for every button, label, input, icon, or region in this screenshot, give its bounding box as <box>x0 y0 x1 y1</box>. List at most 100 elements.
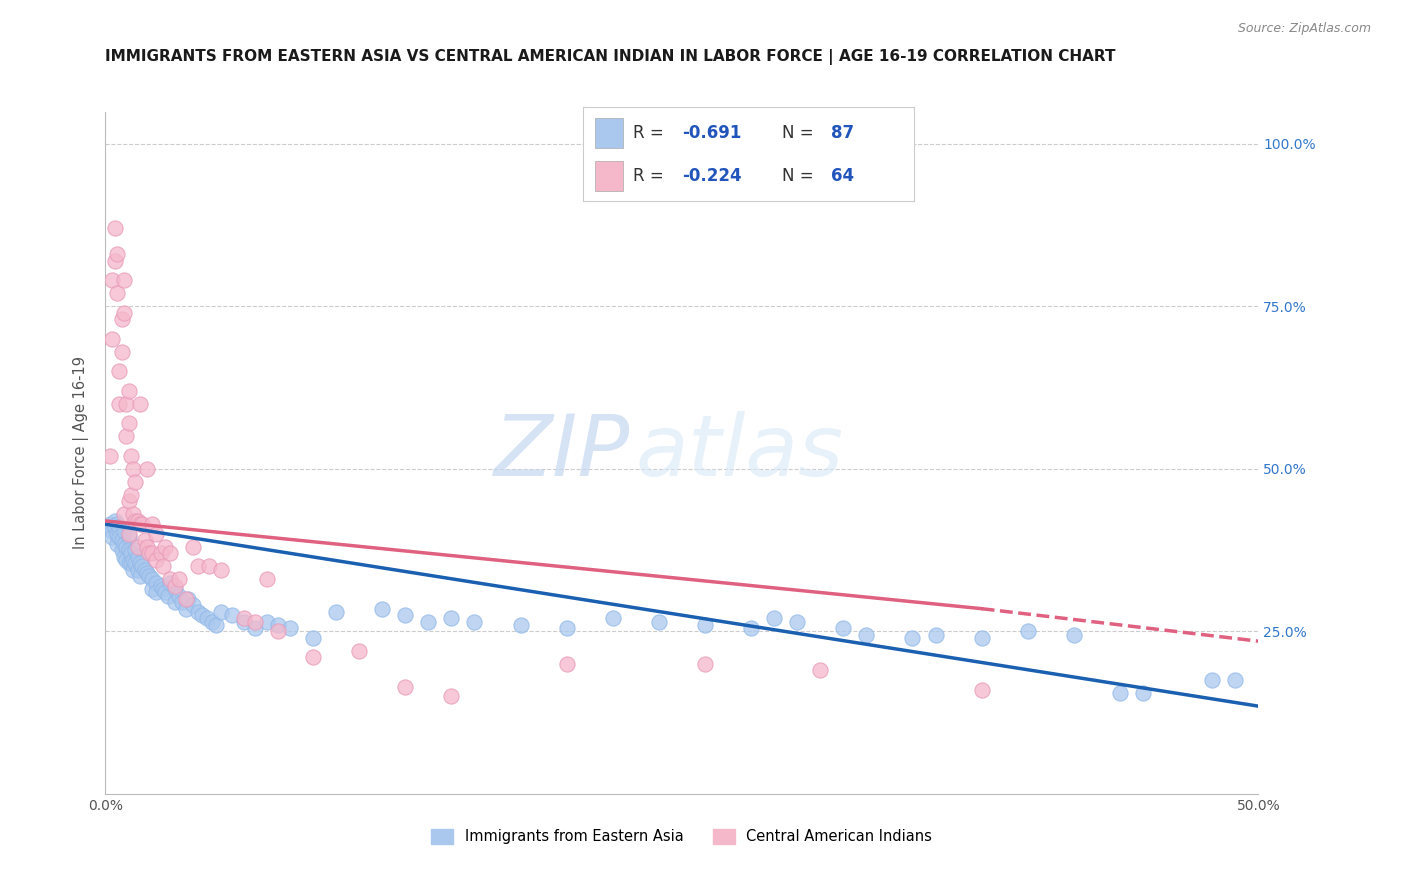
Point <box>124 514 146 528</box>
Point <box>145 553 167 567</box>
Point <box>256 615 278 629</box>
Point <box>127 549 149 564</box>
Point <box>124 543 146 558</box>
Point <box>200 615 222 629</box>
Point <box>131 517 153 532</box>
Y-axis label: In Labor Force | Age 16-19: In Labor Force | Age 16-19 <box>73 356 90 549</box>
Point <box>159 573 181 587</box>
Point <box>555 621 578 635</box>
Text: N =: N = <box>782 168 818 186</box>
Point <box>970 682 993 697</box>
Point <box>141 582 163 596</box>
Text: -0.691: -0.691 <box>683 124 742 142</box>
Point <box>122 462 145 476</box>
Point <box>555 657 578 671</box>
Point <box>115 540 138 554</box>
Point <box>1109 686 1132 700</box>
Point <box>152 582 174 596</box>
Point <box>693 618 716 632</box>
Point <box>232 615 254 629</box>
Text: R =: R = <box>633 124 669 142</box>
Point <box>232 611 254 625</box>
Point <box>110 543 132 558</box>
Point <box>115 553 138 567</box>
Point <box>115 429 138 443</box>
Legend: Immigrants from Eastern Asia, Central American Indians: Immigrants from Eastern Asia, Central Am… <box>425 822 939 852</box>
Point <box>108 364 131 378</box>
Point <box>205 618 228 632</box>
Point <box>117 417 139 431</box>
Point <box>145 575 167 590</box>
Point <box>1017 624 1039 639</box>
Point <box>855 628 877 642</box>
Point <box>167 589 190 603</box>
Point <box>112 537 135 551</box>
Point <box>924 628 946 642</box>
Point <box>463 615 485 629</box>
Text: 64: 64 <box>831 168 855 186</box>
Point <box>112 508 135 522</box>
Point <box>394 608 416 623</box>
Point <box>110 345 132 359</box>
Point <box>901 631 924 645</box>
Point <box>122 508 145 522</box>
Point <box>129 569 152 583</box>
Point <box>120 449 142 463</box>
Point <box>104 514 127 528</box>
Point <box>1225 673 1247 688</box>
Point <box>105 517 128 532</box>
Point <box>101 273 124 287</box>
Point <box>141 546 163 560</box>
Point <box>117 494 139 508</box>
Point <box>101 524 124 538</box>
Point <box>371 601 394 615</box>
Point <box>159 546 181 560</box>
Point <box>440 690 463 704</box>
Point <box>138 546 160 560</box>
Point <box>1132 686 1154 700</box>
Point <box>120 556 142 570</box>
Point <box>602 611 624 625</box>
Text: ZIP: ZIP <box>494 411 630 494</box>
Point <box>110 533 132 548</box>
Text: 87: 87 <box>831 124 855 142</box>
Point <box>509 618 531 632</box>
Point <box>127 540 149 554</box>
Point <box>174 591 197 606</box>
Point <box>138 569 160 583</box>
Point <box>131 559 153 574</box>
Point <box>763 611 786 625</box>
Point <box>181 599 204 613</box>
Point <box>181 540 204 554</box>
Point <box>159 575 181 590</box>
Point <box>117 384 139 398</box>
Point <box>195 611 218 625</box>
Point <box>163 582 186 596</box>
Point <box>155 585 177 599</box>
Point <box>105 537 128 551</box>
Point <box>152 559 174 574</box>
Point <box>134 563 156 577</box>
Point <box>108 530 131 544</box>
Point <box>117 530 139 544</box>
Point <box>127 514 149 528</box>
Point <box>104 254 127 268</box>
Point <box>155 540 177 554</box>
Point <box>418 615 440 629</box>
Point <box>149 579 172 593</box>
Text: -0.224: -0.224 <box>683 168 742 186</box>
Point <box>245 615 267 629</box>
Point <box>112 549 135 564</box>
Point <box>267 618 290 632</box>
Point <box>256 573 278 587</box>
Point <box>112 524 135 538</box>
Point <box>124 556 146 570</box>
Point <box>440 611 463 625</box>
Point <box>191 608 214 623</box>
Point <box>104 221 127 235</box>
Point <box>170 595 193 609</box>
Point <box>167 573 190 587</box>
Point <box>120 546 142 560</box>
Point <box>136 566 159 580</box>
Point <box>163 595 186 609</box>
